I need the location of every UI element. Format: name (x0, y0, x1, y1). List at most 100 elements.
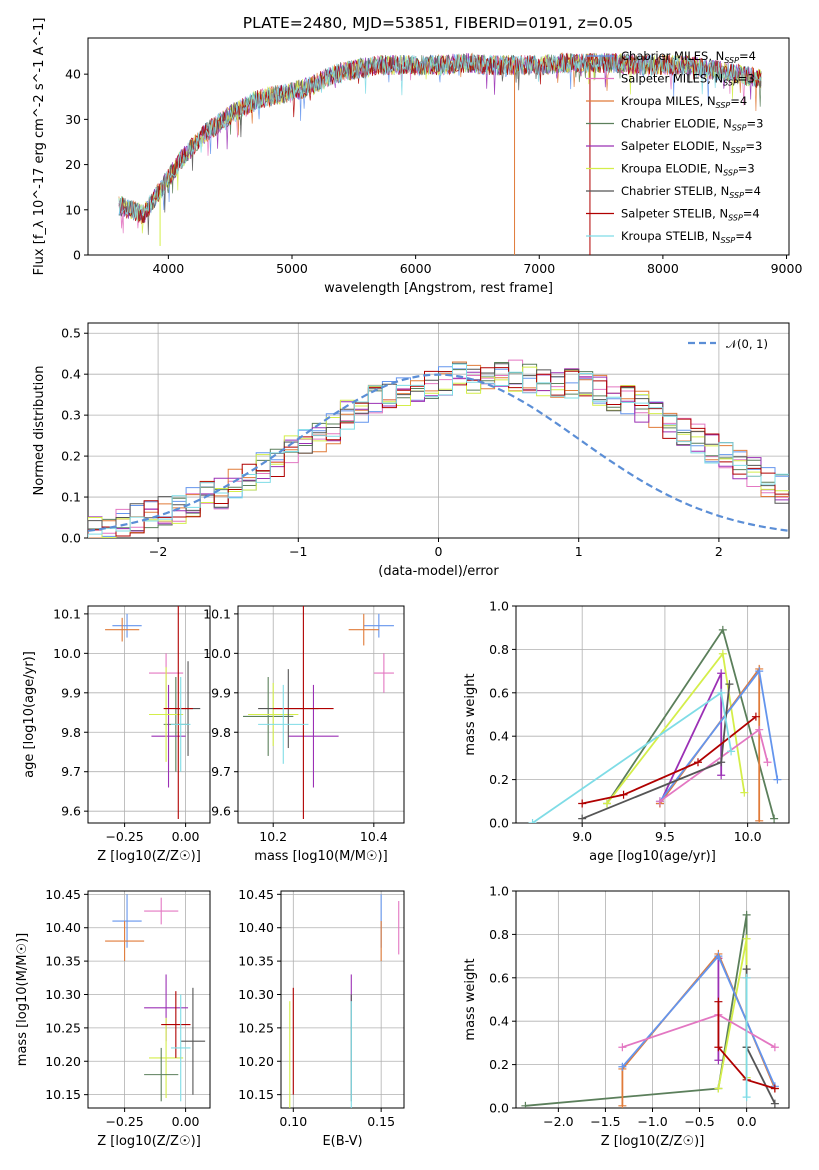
x-tick-label: 2 (715, 544, 723, 559)
weight-marker (714, 1084, 723, 1093)
axes-frame (87, 890, 211, 1109)
y-tick-label: 0 (73, 248, 81, 263)
weight-marker (755, 816, 764, 823)
x-tick-label: 0.10 (279, 1114, 307, 1129)
x-axis-label: E(B-V) (322, 1134, 362, 1149)
y-tick-label: 10.25 (45, 1020, 81, 1035)
legend-entry: Kroupa ELODIE, NSSP=3 (621, 162, 755, 178)
weight-marker (742, 965, 751, 974)
legend-nssp: =3 (747, 117, 764, 131)
x-tick-label: 6000 (400, 261, 432, 276)
x-tick-label: −0.5 (684, 1114, 714, 1129)
histogram-series (88, 363, 789, 538)
x-tick-label: 1 (575, 544, 583, 559)
x-tick-label: 0.00 (172, 829, 200, 844)
weight-marker (578, 799, 587, 808)
x-tick-label: 0 (435, 544, 443, 559)
y-tick-label: 0.2 (61, 449, 81, 464)
y-tick-label: 10.25 (238, 1020, 274, 1035)
weight-marker (619, 790, 628, 799)
y-tick-label: 0.8 (489, 927, 509, 942)
legend-nssp: =4 (735, 229, 752, 243)
weight-series (717, 1001, 776, 1090)
plot-area (289, 894, 400, 1108)
y-axis-label: mass weight (463, 673, 478, 755)
mass-weight-vs-z-panel: −2.0 −1.5 −1.0 −0.5 0.0 0.0 0.2 0.4 0.6 0.8 1.0 Z [… (463, 884, 790, 1149)
y-tick-label: 0.0 (61, 531, 81, 546)
weight-marker (770, 1043, 779, 1052)
weight-marker (742, 934, 751, 943)
y-tick-label: 9.9 (211, 685, 231, 700)
x-tick-label: 0.0 (737, 1114, 757, 1129)
x-tick-label: 5000 (276, 261, 308, 276)
y-tick-label: 10.20 (238, 1054, 274, 1069)
y-axis-label: age [log10(age/yr)] (22, 651, 37, 778)
spectrum-line (118, 53, 762, 222)
x-axis-label: Z [log10(Z/Z☉)] (601, 1134, 705, 1149)
legend-subscript: SSP (724, 56, 739, 65)
x-tick-label: −1 (289, 544, 307, 559)
mass-vs-ebv-panel: 0.10 0.15 10.15 10.20 10.25 10.30 10.35 10.40 10… (238, 887, 405, 1149)
legend-subscript: SSP (721, 236, 736, 245)
weight-marker (618, 1062, 627, 1071)
y-axis-label: mass weight (463, 958, 478, 1040)
legend-subscript: SSP (729, 191, 744, 200)
y-tick-label: 0.1 (61, 490, 81, 505)
axes-frame (87, 605, 211, 824)
y-tick-label: 10.45 (45, 887, 81, 902)
plots-group: 4000 5000 6000 7000 8000 9000010203040wavelen… (15, 18, 802, 1149)
y-tick-label: 0.6 (489, 685, 509, 700)
x-tick-label: 0.00 (172, 1114, 200, 1129)
y-tick-label: 10.15 (45, 1087, 81, 1102)
y-tick-label: 10 (65, 202, 81, 217)
y-tick-label: 0.0 (489, 816, 509, 831)
weight-marker (578, 814, 587, 823)
x-tick-label: 4000 (152, 261, 184, 276)
y-tick-label: 10.30 (45, 987, 81, 1002)
y-tick-label: 20 (65, 157, 81, 172)
legend-subscript: SSP (716, 101, 731, 110)
y-tick-label: 9.7 (211, 764, 231, 779)
weight-marker (717, 688, 726, 697)
y-axis-label: Flux [f_λ 10^-17 erg cm^-2 s^-1 A^-1] (32, 18, 47, 276)
gaussian-curve (88, 373, 789, 532)
weight-marker (718, 625, 727, 634)
legend-entry: Kroupa STELIB, NSSP=4 (621, 229, 752, 245)
y-tick-label: 10.40 (45, 920, 81, 935)
weight-marker (655, 797, 664, 806)
weight-marker (763, 758, 772, 767)
age-vs-z-panel: −0.25 0.00 9.6 9.7 9.8 9.9 10.0 10.1 Z [log10(Z/… (22, 605, 211, 864)
weight-marker (528, 819, 537, 823)
plot-area (243, 606, 394, 820)
weight-marker (717, 758, 726, 767)
legend-entry: Chabrier ELODIE, NSSP=3 (621, 117, 763, 133)
x-tick-label: 10.2 (259, 829, 287, 844)
legend-nssp: =4 (730, 94, 747, 108)
plot-area (118, 52, 762, 255)
axes-frame (237, 605, 405, 824)
weight-marker (521, 1101, 530, 1108)
legend-nssp: =3 (738, 72, 755, 86)
weight-marker (714, 1043, 723, 1052)
age-vs-mass-panel: 10.2 10.4 9.6 9.7 9.8 9.9 10.0 10.1 mass [log10(… (203, 605, 405, 864)
y-tick-label: 10.30 (238, 987, 274, 1002)
weight-marker (751, 712, 760, 721)
legend-entry: Kroupa MILES, NSSP=4 (621, 94, 747, 110)
y-tick-label: 0.3 (61, 408, 81, 423)
weight-marker (755, 667, 764, 676)
spectrum-panel: 4000 5000 6000 7000 8000 9000 0 10 20 30 40 wavelen… (32, 18, 802, 296)
legend-subscript: SSP (732, 124, 747, 133)
weight-marker (727, 747, 736, 756)
x-axis-label: Z [log10(Z/Z☉)] (97, 849, 201, 864)
plot-area (521, 910, 779, 1108)
y-tick-label: 10.40 (238, 920, 274, 935)
x-axis-label: (data-model)/error (378, 564, 499, 579)
legend-subscript: SSP (728, 214, 743, 223)
weight-marker (618, 1101, 627, 1108)
legend-name: Salpeter ELODIE, N (621, 139, 731, 153)
legend-gaussian: 𝒩(0, 1) (726, 337, 768, 351)
legend-name: Kroupa ELODIE, N (621, 162, 723, 176)
weight-marker (755, 725, 764, 734)
y-tick-label: 9.8 (61, 725, 81, 740)
